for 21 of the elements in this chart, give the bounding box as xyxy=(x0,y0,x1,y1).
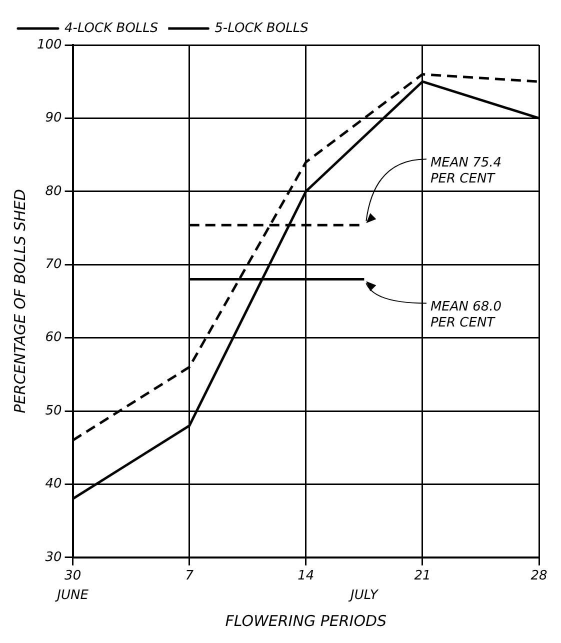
y-tick-label: 100 xyxy=(36,37,62,52)
y-tick-label: 70 xyxy=(45,256,62,272)
y-tick-label: 60 xyxy=(45,330,62,346)
y-tick-label: 50 xyxy=(45,403,62,418)
x-tick-label: 30 xyxy=(64,568,82,584)
text: JUNE xyxy=(54,588,90,603)
x-tick-label: 14 xyxy=(298,568,314,584)
x-axis-title: FLOWERING PERIODS xyxy=(225,612,388,630)
ref-line-label: MEAN 68.0 PER CENT xyxy=(430,300,502,331)
x-tick-label: 7 xyxy=(185,568,194,584)
ref-line-label: MEAN 75.4 PER CENT xyxy=(430,155,502,186)
legend-label: 4-LOCK BOLLS xyxy=(64,20,158,36)
x-tick-label: 21 xyxy=(414,568,431,584)
y-tick-label: 80 xyxy=(45,184,62,199)
y-axis-title: PERCENTAGE OF BOLLS SHED xyxy=(10,189,29,414)
y-tick-label: 90 xyxy=(45,110,62,126)
x-tick-label: 28 xyxy=(530,568,548,584)
y-tick-label: 30 xyxy=(45,550,62,565)
legend-label: 5-LOCK BOLLS xyxy=(214,20,308,36)
y-tick-label: 40 xyxy=(45,476,62,492)
text: JULY xyxy=(348,588,379,603)
